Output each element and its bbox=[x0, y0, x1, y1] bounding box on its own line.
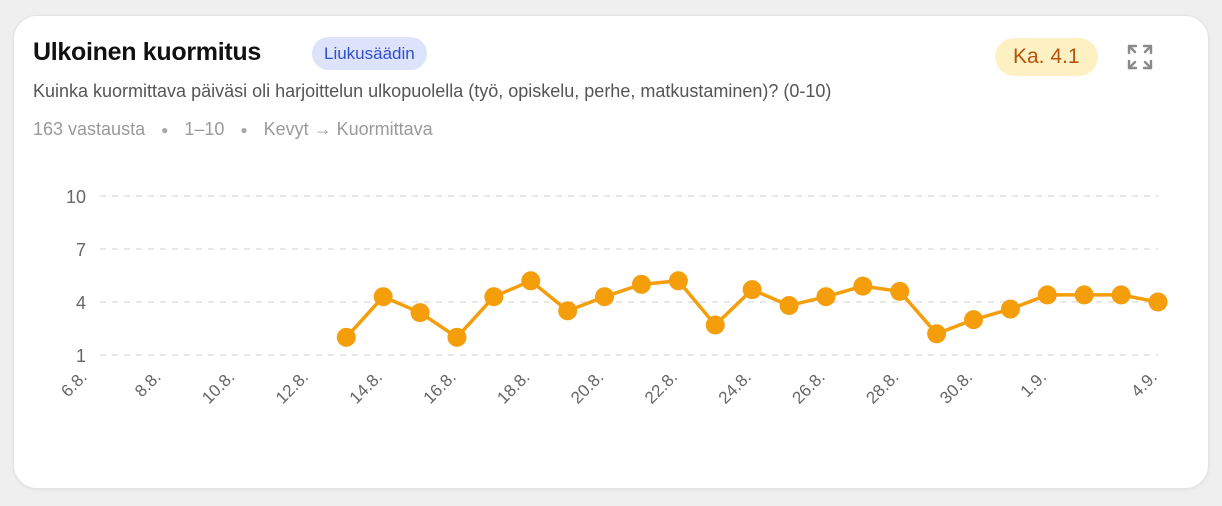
y-tick-label: 7 bbox=[76, 240, 86, 260]
x-tick-label: 1.9. bbox=[1017, 367, 1050, 400]
data-point bbox=[1111, 285, 1131, 305]
data-point bbox=[964, 310, 984, 330]
type-badge: Liukusäädin bbox=[312, 37, 427, 70]
data-point bbox=[1148, 292, 1168, 312]
data-point bbox=[558, 301, 578, 321]
data-point bbox=[1037, 285, 1057, 305]
y-tick-label: 10 bbox=[66, 187, 86, 207]
x-tick-label: 30.8. bbox=[936, 367, 976, 407]
data-point bbox=[447, 327, 467, 347]
x-tick-label: 12.8. bbox=[272, 367, 312, 407]
card-title: Ulkoinen kuormitus bbox=[33, 38, 261, 66]
value-range: 1–10 bbox=[184, 119, 225, 139]
x-tick-label: 4.9. bbox=[1127, 367, 1160, 400]
separator-dot: ● bbox=[161, 122, 169, 137]
meta-row: 163 vastausta ● 1–10 ● Kevyt → Kuormitta… bbox=[33, 119, 433, 140]
data-point bbox=[705, 315, 725, 335]
average-badge: Ka. 4.1 bbox=[995, 38, 1098, 76]
x-tick-label: 6.8. bbox=[57, 367, 90, 400]
data-point bbox=[890, 281, 910, 301]
x-tick-label: 18.8. bbox=[493, 367, 533, 407]
x-tick-label: 8.8. bbox=[131, 367, 164, 400]
data-point bbox=[853, 276, 873, 296]
expand-icon[interactable] bbox=[1127, 44, 1153, 70]
data-point bbox=[668, 271, 688, 291]
data-point bbox=[521, 271, 541, 291]
question-text: Kuinka kuormittava päiväsi oli harjoitte… bbox=[33, 81, 832, 101]
x-tick-label: 26.8. bbox=[789, 367, 829, 407]
x-tick-label: 28.8. bbox=[862, 367, 902, 407]
data-point bbox=[1074, 285, 1094, 305]
x-tick-label: 24.8. bbox=[715, 367, 755, 407]
x-tick-label: 22.8. bbox=[641, 367, 681, 407]
x-tick-label: 20.8. bbox=[567, 367, 607, 407]
chart-card bbox=[13, 15, 1209, 489]
data-point bbox=[631, 274, 651, 294]
data-point bbox=[410, 303, 430, 323]
data-point bbox=[484, 287, 504, 307]
data-point bbox=[373, 287, 393, 307]
x-tick-label: 14.8. bbox=[346, 367, 386, 407]
data-point bbox=[927, 324, 947, 344]
y-tick-label: 4 bbox=[76, 293, 86, 313]
data-point bbox=[816, 287, 836, 307]
x-tick-label: 10.8. bbox=[198, 367, 238, 407]
scale-label: Kevyt → Kuormittava bbox=[263, 119, 433, 139]
data-point bbox=[1000, 299, 1020, 319]
data-point bbox=[779, 296, 799, 316]
data-point bbox=[595, 287, 615, 307]
x-tick-label: 16.8. bbox=[420, 367, 460, 407]
data-point bbox=[742, 280, 762, 300]
separator-dot: ● bbox=[240, 122, 248, 137]
data-point bbox=[336, 327, 356, 347]
response-count: 163 vastausta bbox=[33, 119, 146, 139]
y-tick-label: 1 bbox=[76, 346, 86, 366]
